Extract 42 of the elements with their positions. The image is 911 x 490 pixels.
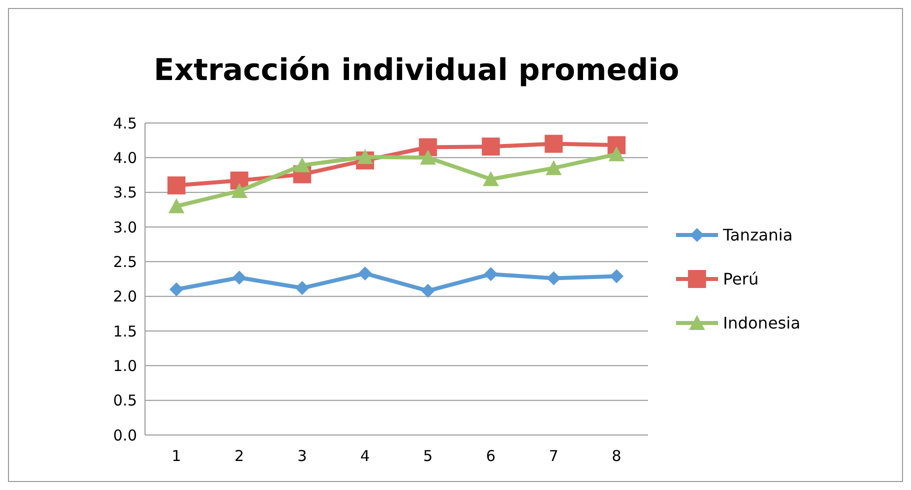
point (608, 146, 625, 162)
x-tick-label: 8 (612, 447, 622, 465)
point (482, 171, 499, 186)
point (231, 182, 248, 198)
point (358, 266, 372, 280)
y-tick-label: 0.0 (113, 426, 137, 444)
point (295, 281, 310, 296)
point (169, 282, 184, 296)
x-tick-label: 4 (360, 447, 370, 465)
legend-label: Indonesia (723, 314, 800, 333)
x-tick-label: 1 (172, 447, 182, 465)
point (418, 138, 437, 156)
y-tick-label: 4.0 (113, 148, 137, 167)
point (420, 284, 435, 298)
x-tick-label: 5 (423, 447, 433, 465)
point (294, 157, 310, 172)
point (610, 269, 624, 284)
legend-label: Tanzania (722, 226, 793, 245)
y-tick-label: 2.0 (113, 288, 137, 306)
point (546, 271, 561, 286)
point (544, 134, 563, 153)
legend-label: Perú (723, 270, 759, 289)
y-tick-label: 3.5 (113, 184, 137, 202)
y-tick-label: 0.5 (113, 392, 137, 410)
y-tick-label: 4.5 (113, 114, 137, 132)
y-tick-label: 1.0 (113, 356, 137, 375)
point (546, 160, 562, 176)
point (482, 138, 500, 156)
y-tick-label: 2.5 (113, 252, 137, 271)
y-tick-label: 3.0 (113, 218, 137, 236)
point (168, 198, 184, 214)
y-tick-label: 1.5 (113, 322, 137, 340)
chart-title: Extracción individual promedio (154, 53, 680, 88)
point (484, 267, 498, 282)
x-tick-label: 3 (297, 447, 307, 465)
x-tick-label: 6 (486, 447, 496, 465)
point (420, 150, 436, 165)
point (357, 148, 374, 164)
x-tick-label: 7 (548, 447, 558, 465)
point (167, 176, 186, 194)
x-tick-label: 2 (234, 447, 244, 465)
point (232, 270, 246, 285)
